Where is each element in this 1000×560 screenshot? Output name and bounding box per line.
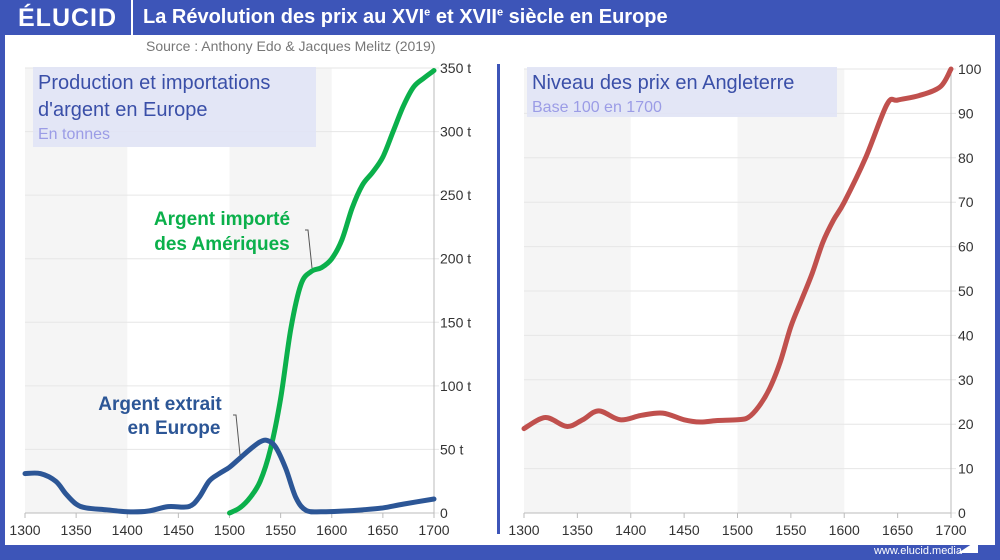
x-tick-label: 1500 — [214, 522, 245, 538]
y-tick-label: 100 t — [440, 378, 471, 394]
y-tick-label: 60 — [958, 239, 974, 255]
x-tick-label: 1700 — [935, 522, 966, 538]
y-tick-label: 0 — [440, 505, 448, 521]
header: ÉLUCID La Révolution des prix au XVIe et… — [0, 0, 1000, 35]
elucid-logo: ÉLUCID — [18, 4, 118, 32]
y-tick-label: 40 — [958, 327, 974, 343]
chart-title-box — [33, 67, 316, 147]
x-tick-label: 1650 — [367, 522, 398, 538]
elucid-flag-icon — [958, 540, 978, 553]
chart-title: Niveau des prix en Angleterre — [532, 72, 794, 94]
series-line — [227, 68, 437, 516]
chart-subtitle: Base 100 en 1700 — [532, 99, 662, 116]
x-tick-label: 1400 — [615, 522, 646, 538]
blue-series-label: Argent extrait — [98, 394, 222, 415]
x-tick-label: 1450 — [669, 522, 700, 538]
x-tick-label: 1500 — [722, 522, 753, 538]
x-tick-label: 1600 — [829, 522, 860, 538]
x-tick-label: 1550 — [265, 522, 296, 538]
y-tick-label: 80 — [958, 150, 974, 166]
y-tick-label: 250 t — [440, 187, 471, 203]
chart-title-box — [527, 67, 837, 117]
y-tick-label: 10 — [958, 461, 974, 477]
chart-title: d'argent en Europe — [38, 99, 208, 121]
series-line — [22, 437, 437, 515]
chart-2: 0 10 20 30 40 50 60 70 80 90 100 1300 1350 1400 1450 15… — [508, 61, 981, 538]
x-tick-label: 1350 — [562, 522, 593, 538]
x-tick-label: 1550 — [775, 522, 806, 538]
x-tick-label: 1450 — [163, 522, 194, 538]
header-divider — [131, 0, 133, 35]
green-series-label: des Amériques — [154, 234, 290, 255]
y-tick-label: 200 t — [440, 251, 471, 267]
y-tick-label: 50 — [958, 283, 974, 299]
x-tick-label: 1300 — [508, 522, 539, 538]
y-tick-label: 300 t — [440, 124, 471, 140]
chart-subtitle: En tonnes — [38, 126, 110, 143]
x-tick-label: 1650 — [882, 522, 913, 538]
y-tick-label: 100 — [958, 61, 982, 77]
footer-url[interactable]: www.elucid.media — [873, 545, 962, 557]
green-series-label: Argent importé — [154, 209, 290, 230]
leader-line — [233, 414, 241, 456]
y-tick-label: 150 t — [440, 314, 471, 330]
x-tick-label: 1700 — [418, 522, 449, 538]
x-tick-label: 1600 — [316, 522, 347, 538]
panel-divider — [497, 64, 500, 534]
y-tick-label: 50 t — [440, 441, 463, 457]
y-tick-label: 20 — [958, 416, 974, 432]
series-line — [521, 66, 954, 432]
page-title: La Révolution des prix au XVIe et XVIIe … — [143, 6, 668, 28]
chart-title: Production et importations — [38, 72, 270, 94]
y-tick-label: 350 t — [440, 60, 471, 76]
y-tick-label: 30 — [958, 372, 974, 388]
y-tick-label: 70 — [958, 194, 974, 210]
source-note: Source : Anthony Edo & Jacques Melitz (2… — [146, 38, 436, 54]
x-tick-label: 1400 — [112, 522, 143, 538]
blue-series-label: en Europe — [128, 418, 221, 439]
y-tick-label: 90 — [958, 105, 974, 121]
chart-1: 0 50 t 100 t 150 t 200 t 250 t 300 t 350 t 1300 1… — [9, 60, 471, 538]
x-tick-label: 1300 — [9, 522, 40, 538]
leader-line — [305, 229, 313, 269]
x-tick-label: 1350 — [61, 522, 92, 538]
y-tick-label: 0 — [958, 505, 966, 521]
